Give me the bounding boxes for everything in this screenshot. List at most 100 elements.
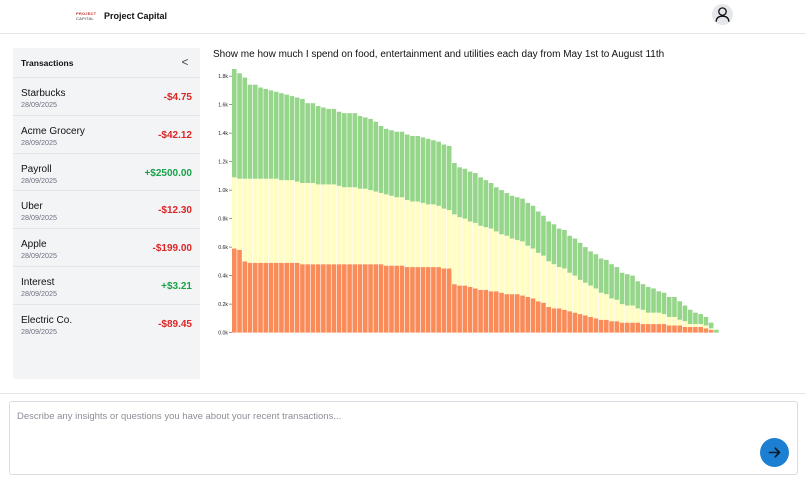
entertainment-bar (708, 328, 714, 330)
food-bar (698, 326, 703, 333)
food-bar (520, 295, 525, 333)
food-bar (368, 264, 373, 333)
entertainment-bar (399, 197, 405, 266)
transaction-item[interactable]: Apple 28/09/2025 -$199.00 (13, 229, 200, 267)
utilities-bar (682, 305, 688, 322)
food-bar (336, 264, 342, 333)
spending-stacked-bar-chart: 0.0k 0.2k 0.4k 0.6k 0.8k 1.0k 1.2k 1.4k 1.6k 1.8k (218, 69, 719, 336)
utilities-bar (556, 228, 562, 268)
transaction-name: Starbucks (21, 88, 66, 99)
food-bar (289, 262, 295, 333)
utilities-bar (567, 235, 572, 273)
transaction-item[interactable]: Electric Co. 28/09/2025 -$89.45 (13, 305, 200, 343)
food-bar (672, 325, 677, 333)
entertainment-bar (294, 181, 300, 263)
food-bar (625, 322, 630, 333)
utilities-bar (588, 251, 593, 286)
entertainment-bar (630, 305, 635, 323)
food-bar (551, 308, 557, 333)
food-bar (378, 264, 384, 333)
transaction-item[interactable]: Interest 28/09/2025 +$3.21 (13, 267, 200, 305)
food-bar (541, 302, 546, 333)
entertainment-bar (619, 304, 625, 323)
entertainment-bar (315, 184, 321, 265)
food-bar (279, 262, 284, 333)
utilities-bar (441, 144, 447, 209)
entertainment-bar (394, 197, 400, 266)
entertainment-bar (567, 272, 572, 312)
utilities-bar (336, 111, 342, 186)
utilities-bar (310, 103, 316, 183)
transaction-item[interactable]: Acme Grocery 28/09/2025 -$42.12 (13, 116, 200, 154)
food-bar (446, 268, 452, 333)
food-bar (321, 264, 326, 333)
entertainment-bar (462, 218, 468, 286)
entertainment-bar (635, 308, 641, 323)
food-bar (284, 262, 289, 333)
arrow-right-icon (768, 447, 781, 458)
collapse-sidebar-button[interactable]: < (179, 54, 191, 70)
entertainment-bar (441, 208, 447, 269)
entertainment-bar (457, 217, 462, 286)
utilities-bar (347, 113, 352, 188)
utilities-bar (394, 131, 400, 198)
food-bar (693, 326, 698, 333)
food-bar (425, 267, 431, 333)
food-bar (415, 267, 420, 333)
insight-input[interactable] (10, 402, 797, 474)
food-bar (619, 322, 625, 333)
utilities-bar (593, 254, 599, 289)
utilities-bar (598, 258, 604, 293)
food-bar (258, 262, 263, 333)
entertainment-bar (514, 239, 520, 295)
utilities-bar (609, 264, 614, 299)
utilities-bar (368, 118, 373, 191)
entertainment-bar (651, 312, 656, 325)
food-bar (682, 326, 688, 333)
transactions-panel: Transactions < Starbucks 28/09/2025 -$4.… (13, 48, 200, 379)
transaction-item[interactable]: Starbucks 28/09/2025 -$4.75 (13, 78, 200, 116)
utilities-bar (546, 221, 551, 262)
utilities-bar (273, 91, 279, 179)
entertainment-bar (383, 194, 389, 266)
entertainment-bar (604, 294, 609, 320)
food-bar (247, 262, 253, 333)
transaction-amount: -$4.75 (163, 92, 192, 103)
food-bar (645, 324, 651, 333)
entertainment-bar (494, 231, 499, 292)
food-bar (509, 294, 515, 333)
transaction-amount: +$2500.00 (144, 167, 192, 179)
entertainment-bar (583, 282, 588, 316)
entertainment-bar (273, 178, 279, 263)
transaction-item[interactable]: Payroll 28/09/2025 +$2500.00 (13, 154, 200, 192)
food-bar (352, 264, 358, 333)
utilities-bar (614, 267, 620, 300)
y-axis-tick-label: 1.0k (218, 188, 228, 194)
food-bar (525, 296, 531, 333)
send-button[interactable] (760, 438, 789, 467)
utilities-bar (284, 94, 289, 181)
entertainment-bar (467, 221, 473, 288)
entertainment-bar (645, 312, 651, 325)
transactions-title: Transactions (21, 58, 74, 68)
food-bar (462, 285, 468, 333)
y-axis-tick-label: 1.4k (218, 131, 228, 137)
food-bar (640, 324, 646, 333)
food-bar (494, 291, 499, 333)
utilities-bar (242, 77, 248, 179)
entertainment-bar (677, 319, 682, 326)
logo: PROJECT CAPITAL (76, 11, 98, 22)
utilities-bar (452, 163, 457, 215)
entertainment-bar (415, 201, 420, 268)
utilities-bar (677, 301, 682, 320)
transaction-item[interactable]: Uber 28/09/2025 -$12.30 (13, 191, 200, 230)
utilities-bar (268, 90, 274, 179)
user-avatar-button[interactable] (712, 4, 733, 25)
entertainment-bar (452, 214, 457, 285)
entertainment-bar (368, 190, 373, 265)
utilities-bar (551, 224, 557, 265)
logo-line1: PROJECT (76, 11, 97, 16)
utilities-bar (389, 130, 394, 196)
utilities-bar (404, 134, 410, 201)
food-bar (478, 289, 483, 333)
